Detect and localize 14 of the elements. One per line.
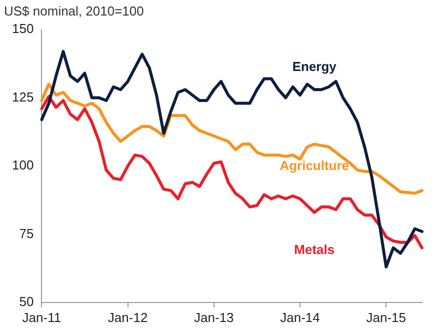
y-tick-label: 150 (12, 21, 34, 36)
y-tick-label: 125 (12, 89, 34, 104)
x-tick-label: Jan-11 (22, 310, 62, 325)
series-label: Agriculture (280, 158, 350, 173)
y-tick-label: 75 (19, 226, 34, 241)
x-tick-label: Jan-14 (280, 310, 320, 325)
y-tick-label: 50 (19, 294, 34, 309)
x-tick-label: Jan-13 (194, 310, 234, 325)
series-label: Energy (292, 59, 338, 74)
text: Metals (294, 242, 335, 257)
x-tick-label: Jan-15 (366, 310, 406, 325)
x-tick-label: Jan-12 (108, 310, 148, 325)
y-tick-label: 100 (12, 158, 34, 173)
chart-title: US$ nominal, 2010=100 (4, 3, 144, 18)
